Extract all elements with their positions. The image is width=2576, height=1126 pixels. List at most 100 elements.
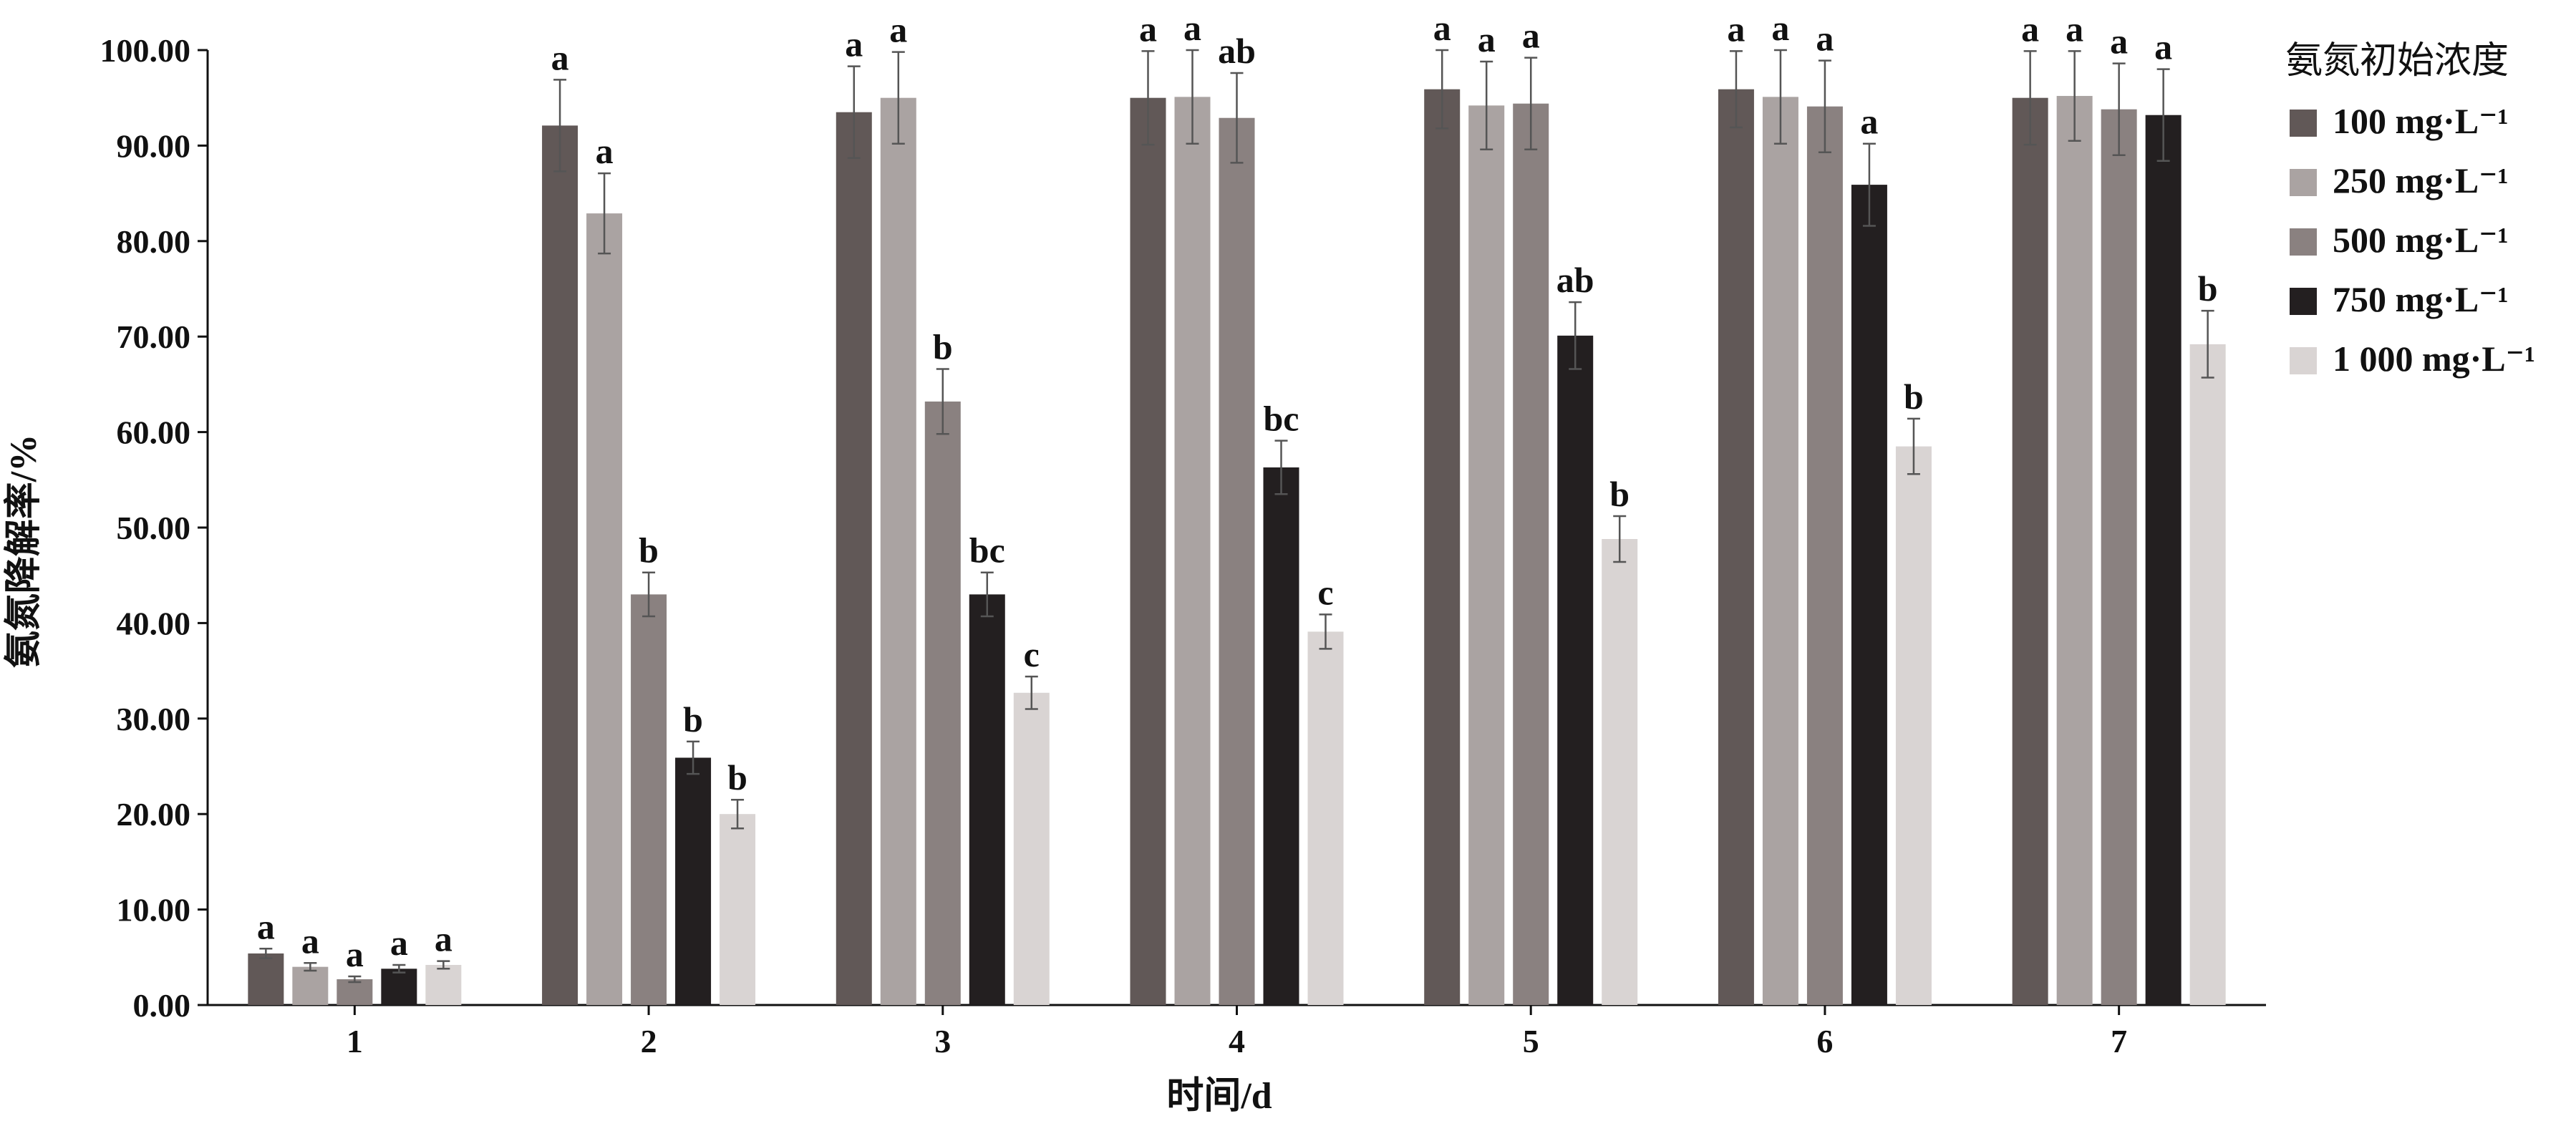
legend-label: 1 000 mg·L⁻¹	[2333, 339, 2535, 379]
bar	[1424, 89, 1461, 1006]
x-tick-label: 2	[641, 1023, 657, 1059]
significance-label: c	[1024, 634, 1040, 674]
significance-label: a	[889, 10, 907, 50]
bar	[2145, 115, 2182, 1005]
x-tick-label: 1	[347, 1023, 363, 1059]
bar	[1263, 467, 1299, 1005]
bar-series-group	[248, 89, 2226, 1006]
legend-title: 氨氮初始浓度	[2285, 41, 2509, 82]
significance-label: bc	[969, 530, 1005, 571]
x-tick-label: 3	[934, 1023, 951, 1059]
x-tick-label: 6	[1816, 1023, 1833, 1059]
significance-label: a	[1183, 8, 1201, 48]
bar	[924, 401, 961, 1005]
x-axis-title: 时间/d	[1166, 1076, 1272, 1117]
significance-label: a	[845, 24, 863, 64]
legend-swatch	[2290, 228, 2317, 256]
significance-label: b	[2198, 268, 2218, 309]
bar	[675, 757, 712, 1005]
bar	[248, 953, 284, 1005]
significance-label: a	[2110, 21, 2128, 62]
bar	[586, 213, 623, 1005]
significance-label: a	[1522, 16, 1540, 56]
legend-swatch	[2290, 110, 2317, 137]
significance-label: a	[1860, 102, 1878, 142]
significance-label: a	[2154, 27, 2172, 67]
significance-label: a	[1727, 9, 1745, 49]
bar	[1762, 97, 1798, 1006]
bar	[1307, 631, 1344, 1005]
significance-label: a	[1816, 19, 1834, 59]
significance-label: ab	[1556, 260, 1594, 300]
legend-swatch	[2290, 169, 2317, 196]
bar	[2101, 109, 2137, 1005]
legend: 氨氮初始浓度 100 mg·L⁻¹ 250 mg·L⁻¹ 500 mg·L⁻¹ 750 …	[2285, 41, 2535, 379]
significance-label: ab	[1218, 31, 1256, 71]
significance-label: a	[257, 906, 275, 946]
bar	[880, 97, 916, 1006]
y-tick-label: 90.00	[117, 127, 191, 164]
significance-label: a	[1139, 9, 1157, 49]
y-tick-label: 10.00	[117, 892, 191, 928]
bar	[292, 966, 329, 1005]
x-axis: 1 2 3 4 5 6 7	[208, 1004, 2266, 1059]
bar	[336, 979, 373, 1005]
y-tick-label: 0.00	[133, 987, 191, 1024]
bar	[2189, 344, 2226, 1005]
y-axis: 0.00 10.00 20.00 30.00 40.00 50.00 60.00 70.00 8…	[100, 32, 209, 1024]
significance-label: b	[683, 699, 703, 739]
y-tick-label: 70.00	[117, 319, 191, 355]
y-tick-label: 60.00	[117, 414, 191, 451]
bar	[1602, 539, 1638, 1005]
legend-swatch	[2290, 347, 2317, 374]
significance-label: a	[1478, 19, 1496, 59]
bar	[1219, 117, 1255, 1006]
bar	[1013, 692, 1050, 1005]
significance-label: a	[2066, 9, 2083, 49]
bar	[969, 594, 1005, 1005]
significance-label: bc	[1264, 399, 1299, 439]
legend-swatch	[2290, 288, 2317, 315]
significance-label: c	[1317, 572, 1333, 612]
bar	[1174, 97, 1211, 1006]
significance-label: a	[390, 923, 408, 963]
y-tick-label: 40.00	[117, 605, 191, 641]
significance-label: a	[596, 131, 614, 171]
bar	[1806, 106, 1843, 1005]
significance-label: a	[551, 37, 569, 77]
bar	[1718, 89, 1754, 1006]
y-tick-label: 80.00	[117, 223, 191, 260]
y-tick-label: 50.00	[117, 510, 191, 546]
bar	[2012, 97, 2048, 1006]
y-tick-label: 100.00	[100, 32, 191, 69]
significance-label: a	[2021, 9, 2039, 49]
significance-label: b	[1609, 474, 1630, 514]
significance-label: b	[727, 757, 747, 797]
bar	[1513, 103, 1549, 1006]
legend-label: 750 mg·L⁻¹	[2333, 279, 2509, 319]
significance-label: a	[435, 919, 452, 959]
significance-label: a	[346, 934, 364, 974]
significance-label: a	[301, 921, 319, 961]
bar	[1468, 105, 1505, 1006]
legend-label: 100 mg·L⁻¹	[2333, 101, 2509, 141]
y-axis-title: 氨氮降解率/%	[3, 435, 44, 668]
y-tick-label: 20.00	[117, 796, 191, 833]
error-bar-group	[259, 49, 2214, 984]
bar	[2056, 96, 2093, 1006]
x-tick-label: 4	[1229, 1023, 1245, 1059]
significance-label: b	[933, 327, 953, 367]
bar	[1851, 185, 1887, 1005]
bar	[836, 112, 872, 1006]
y-tick-label: 30.00	[117, 701, 191, 737]
bar	[1557, 335, 1594, 1006]
bar	[720, 814, 756, 1005]
bar	[1130, 97, 1166, 1006]
bar	[542, 125, 578, 1006]
bar	[381, 969, 417, 1005]
x-tick-label: 7	[2111, 1023, 2127, 1059]
legend-label: 250 mg·L⁻¹	[2333, 160, 2509, 200]
